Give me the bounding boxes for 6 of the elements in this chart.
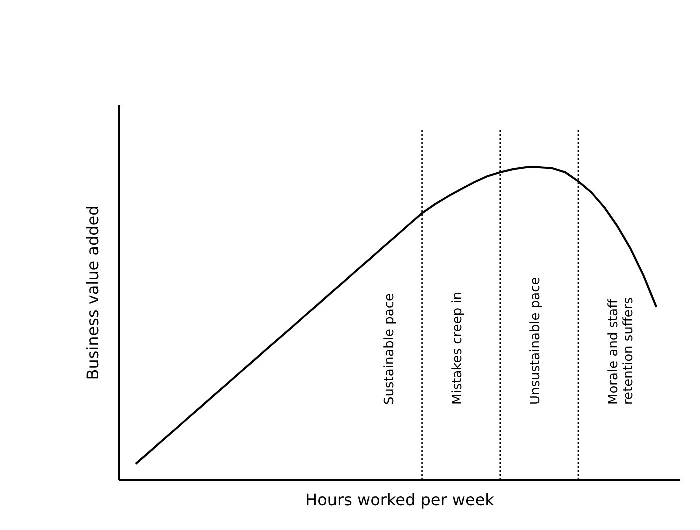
annotation: Morale and staff retention suffers — [606, 297, 637, 405]
annotation: Mistakes creep in — [450, 292, 466, 405]
y-axis-title: Business value added — [84, 206, 102, 380]
x-axis-title: Hours worked per week — [306, 490, 496, 510]
annotation: Unsustainable pace — [528, 277, 544, 405]
annotation: Sustainable pace — [382, 293, 398, 405]
